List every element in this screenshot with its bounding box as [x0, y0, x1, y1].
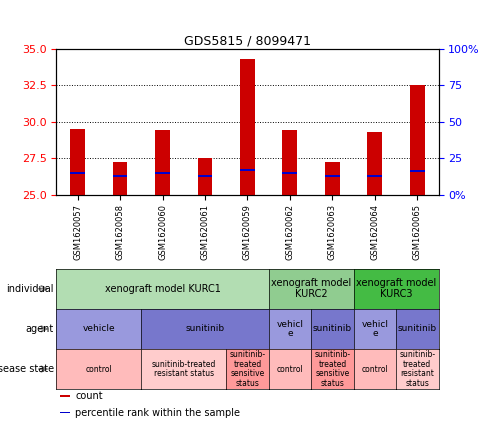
Bar	[113, 162, 127, 195]
Text: sunitinib-treated
resistant status: sunitinib-treated resistant status	[151, 360, 216, 379]
Text: control: control	[362, 365, 388, 374]
Bar	[368, 132, 382, 195]
Text: count: count	[75, 391, 103, 401]
Text: sunitinib: sunitinib	[185, 324, 224, 333]
Bar	[70, 129, 85, 195]
Bar	[240, 59, 255, 195]
Bar	[325, 175, 340, 177]
Bar	[60, 412, 70, 413]
Text: sunitinib-
treated
sensitive
status: sunitinib- treated sensitive status	[229, 350, 266, 388]
Text: agent: agent	[25, 324, 54, 334]
Bar	[410, 85, 425, 195]
Bar	[368, 175, 382, 177]
Text: control: control	[276, 365, 303, 374]
Bar	[70, 172, 85, 174]
Text: individual: individual	[6, 284, 54, 294]
Bar	[155, 130, 170, 195]
Bar	[282, 130, 297, 195]
Bar	[325, 162, 340, 195]
Text: vehicle: vehicle	[82, 324, 115, 333]
Bar	[240, 169, 255, 171]
Text: sunitinib: sunitinib	[313, 324, 352, 333]
Bar	[197, 158, 213, 195]
Text: vehicl
e: vehicl e	[276, 319, 303, 338]
Bar	[113, 175, 127, 177]
Text: percentile rank within the sample: percentile rank within the sample	[75, 408, 241, 418]
Title: GDS5815 / 8099471: GDS5815 / 8099471	[184, 35, 311, 47]
Text: control: control	[85, 365, 112, 374]
Text: xenograft model
KURC3: xenograft model KURC3	[356, 278, 436, 299]
Bar	[197, 175, 213, 177]
Text: disease state: disease state	[0, 364, 54, 374]
Text: xenograft model
KURC2: xenograft model KURC2	[271, 278, 351, 299]
Text: sunitinib-
treated
sensitive
status: sunitinib- treated sensitive status	[314, 350, 350, 388]
Bar	[282, 172, 297, 174]
Bar	[155, 172, 170, 174]
Text: vehicl
e: vehicl e	[361, 319, 389, 338]
Bar	[410, 170, 425, 172]
Text: xenograft model KURC1: xenograft model KURC1	[104, 284, 220, 294]
Text: sunitinib-
treated
resistant
status: sunitinib- treated resistant status	[399, 350, 436, 388]
Text: sunitinib: sunitinib	[398, 324, 437, 333]
